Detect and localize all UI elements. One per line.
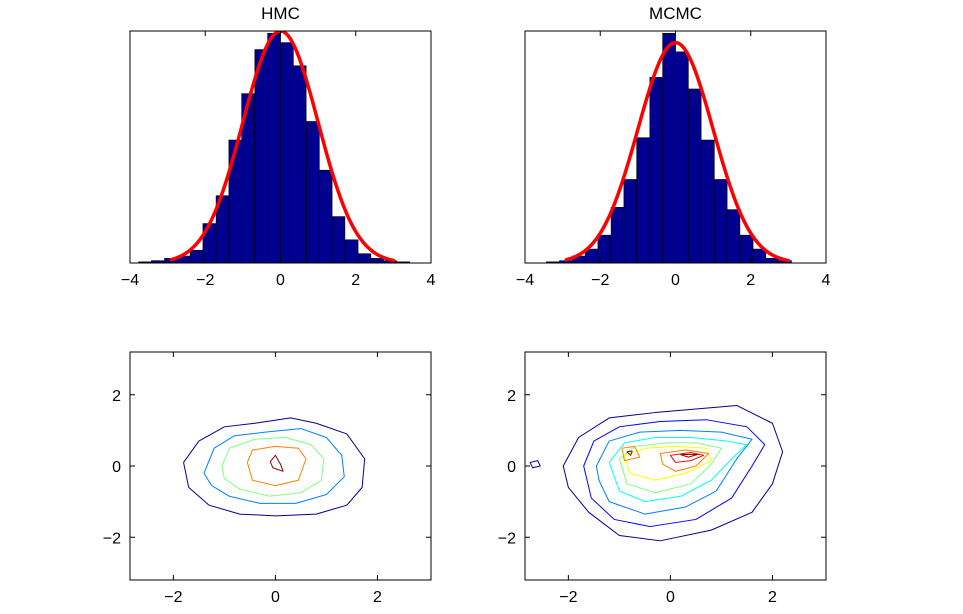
contour-line [221, 437, 325, 497]
panel-2: MCMC −4 −2 0 2 4 [516, 4, 831, 289]
contour-line [623, 445, 712, 481]
x-tick-label: 4 [822, 272, 831, 289]
panel-title: MCMC [649, 4, 702, 23]
x-tick-label: 4 [427, 272, 436, 289]
x-tick-label: 2 [768, 589, 777, 606]
x-tick-label: −4 [121, 272, 139, 289]
contour-line [669, 451, 705, 463]
contour-line [203, 428, 345, 504]
histogram-bar [254, 49, 269, 263]
panel-title: HMC [261, 4, 300, 23]
x-tick-label: 0 [271, 589, 280, 606]
histogram-bar [726, 209, 741, 263]
histogram-bar [675, 51, 689, 263]
histogram-bar [331, 216, 346, 263]
contour-line [269, 454, 284, 472]
axes-box [524, 351, 827, 581]
contour-line [562, 404, 784, 542]
x-tick-label: 0 [671, 272, 680, 289]
contour-line [608, 437, 748, 503]
histogram-bar [370, 258, 384, 263]
density-curve [564, 40, 791, 263]
contour-line [680, 453, 699, 458]
plot-area [529, 404, 784, 542]
plot-area [546, 33, 792, 263]
axes-box [129, 351, 432, 581]
x-tick-label: 2 [351, 272, 360, 289]
x-tick-label: 0 [666, 589, 675, 606]
panel-3: −2 0 2 2 0 −2 [103, 351, 432, 606]
x-tick-label: −4 [516, 272, 534, 289]
x-tick-label: −2 [591, 272, 609, 289]
histogram-bar [701, 139, 715, 263]
x-tick-label: 2 [746, 272, 755, 289]
contour-line [583, 419, 766, 528]
y-tick-label: 0 [507, 459, 516, 476]
x-tick-label: −2 [196, 272, 214, 289]
contour-line [621, 445, 641, 462]
panel-1: HMC −4 −2 0 2 4 [121, 4, 436, 289]
y-tick-label: 2 [112, 388, 121, 405]
y-tick-label: −2 [498, 530, 516, 547]
histogram-bar [765, 258, 779, 263]
histogram-bar [267, 33, 281, 263]
x-tick-label: −2 [559, 589, 577, 606]
histogram-bar [306, 121, 320, 263]
plot-area [183, 417, 366, 517]
histogram-bar [636, 137, 650, 263]
y-tick-label: −2 [103, 530, 121, 547]
contour-line [183, 417, 366, 517]
contour-line [595, 429, 753, 515]
histogram-bar [687, 88, 702, 263]
histogram-bar [344, 239, 359, 263]
histogram-bar [228, 139, 243, 263]
contour-line [618, 442, 722, 494]
y-tick-label: 0 [112, 459, 121, 476]
histogram-bar [713, 179, 728, 263]
histogram-bar [649, 77, 664, 263]
y-tick-label: 2 [507, 388, 516, 405]
contour-line [529, 460, 541, 469]
histogram-bar [280, 42, 294, 263]
histogram-bar [610, 207, 625, 263]
histogram-bar [357, 253, 372, 263]
panel-4: −2 0 2 2 0 −2 [498, 351, 827, 606]
histogram-bar [318, 169, 333, 263]
histogram-bar [662, 33, 676, 263]
x-tick-label: −2 [164, 589, 182, 606]
x-tick-label: 0 [276, 272, 285, 289]
histogram-bar [292, 65, 307, 263]
plot-area [138, 31, 410, 263]
histogram-bar [623, 179, 638, 263]
contour-line [626, 450, 633, 456]
x-tick-label: 2 [373, 589, 382, 606]
contour-line [659, 449, 710, 472]
histogram-bar [752, 248, 767, 263]
contour-line [246, 445, 307, 487]
histogram-bar [189, 249, 204, 263]
